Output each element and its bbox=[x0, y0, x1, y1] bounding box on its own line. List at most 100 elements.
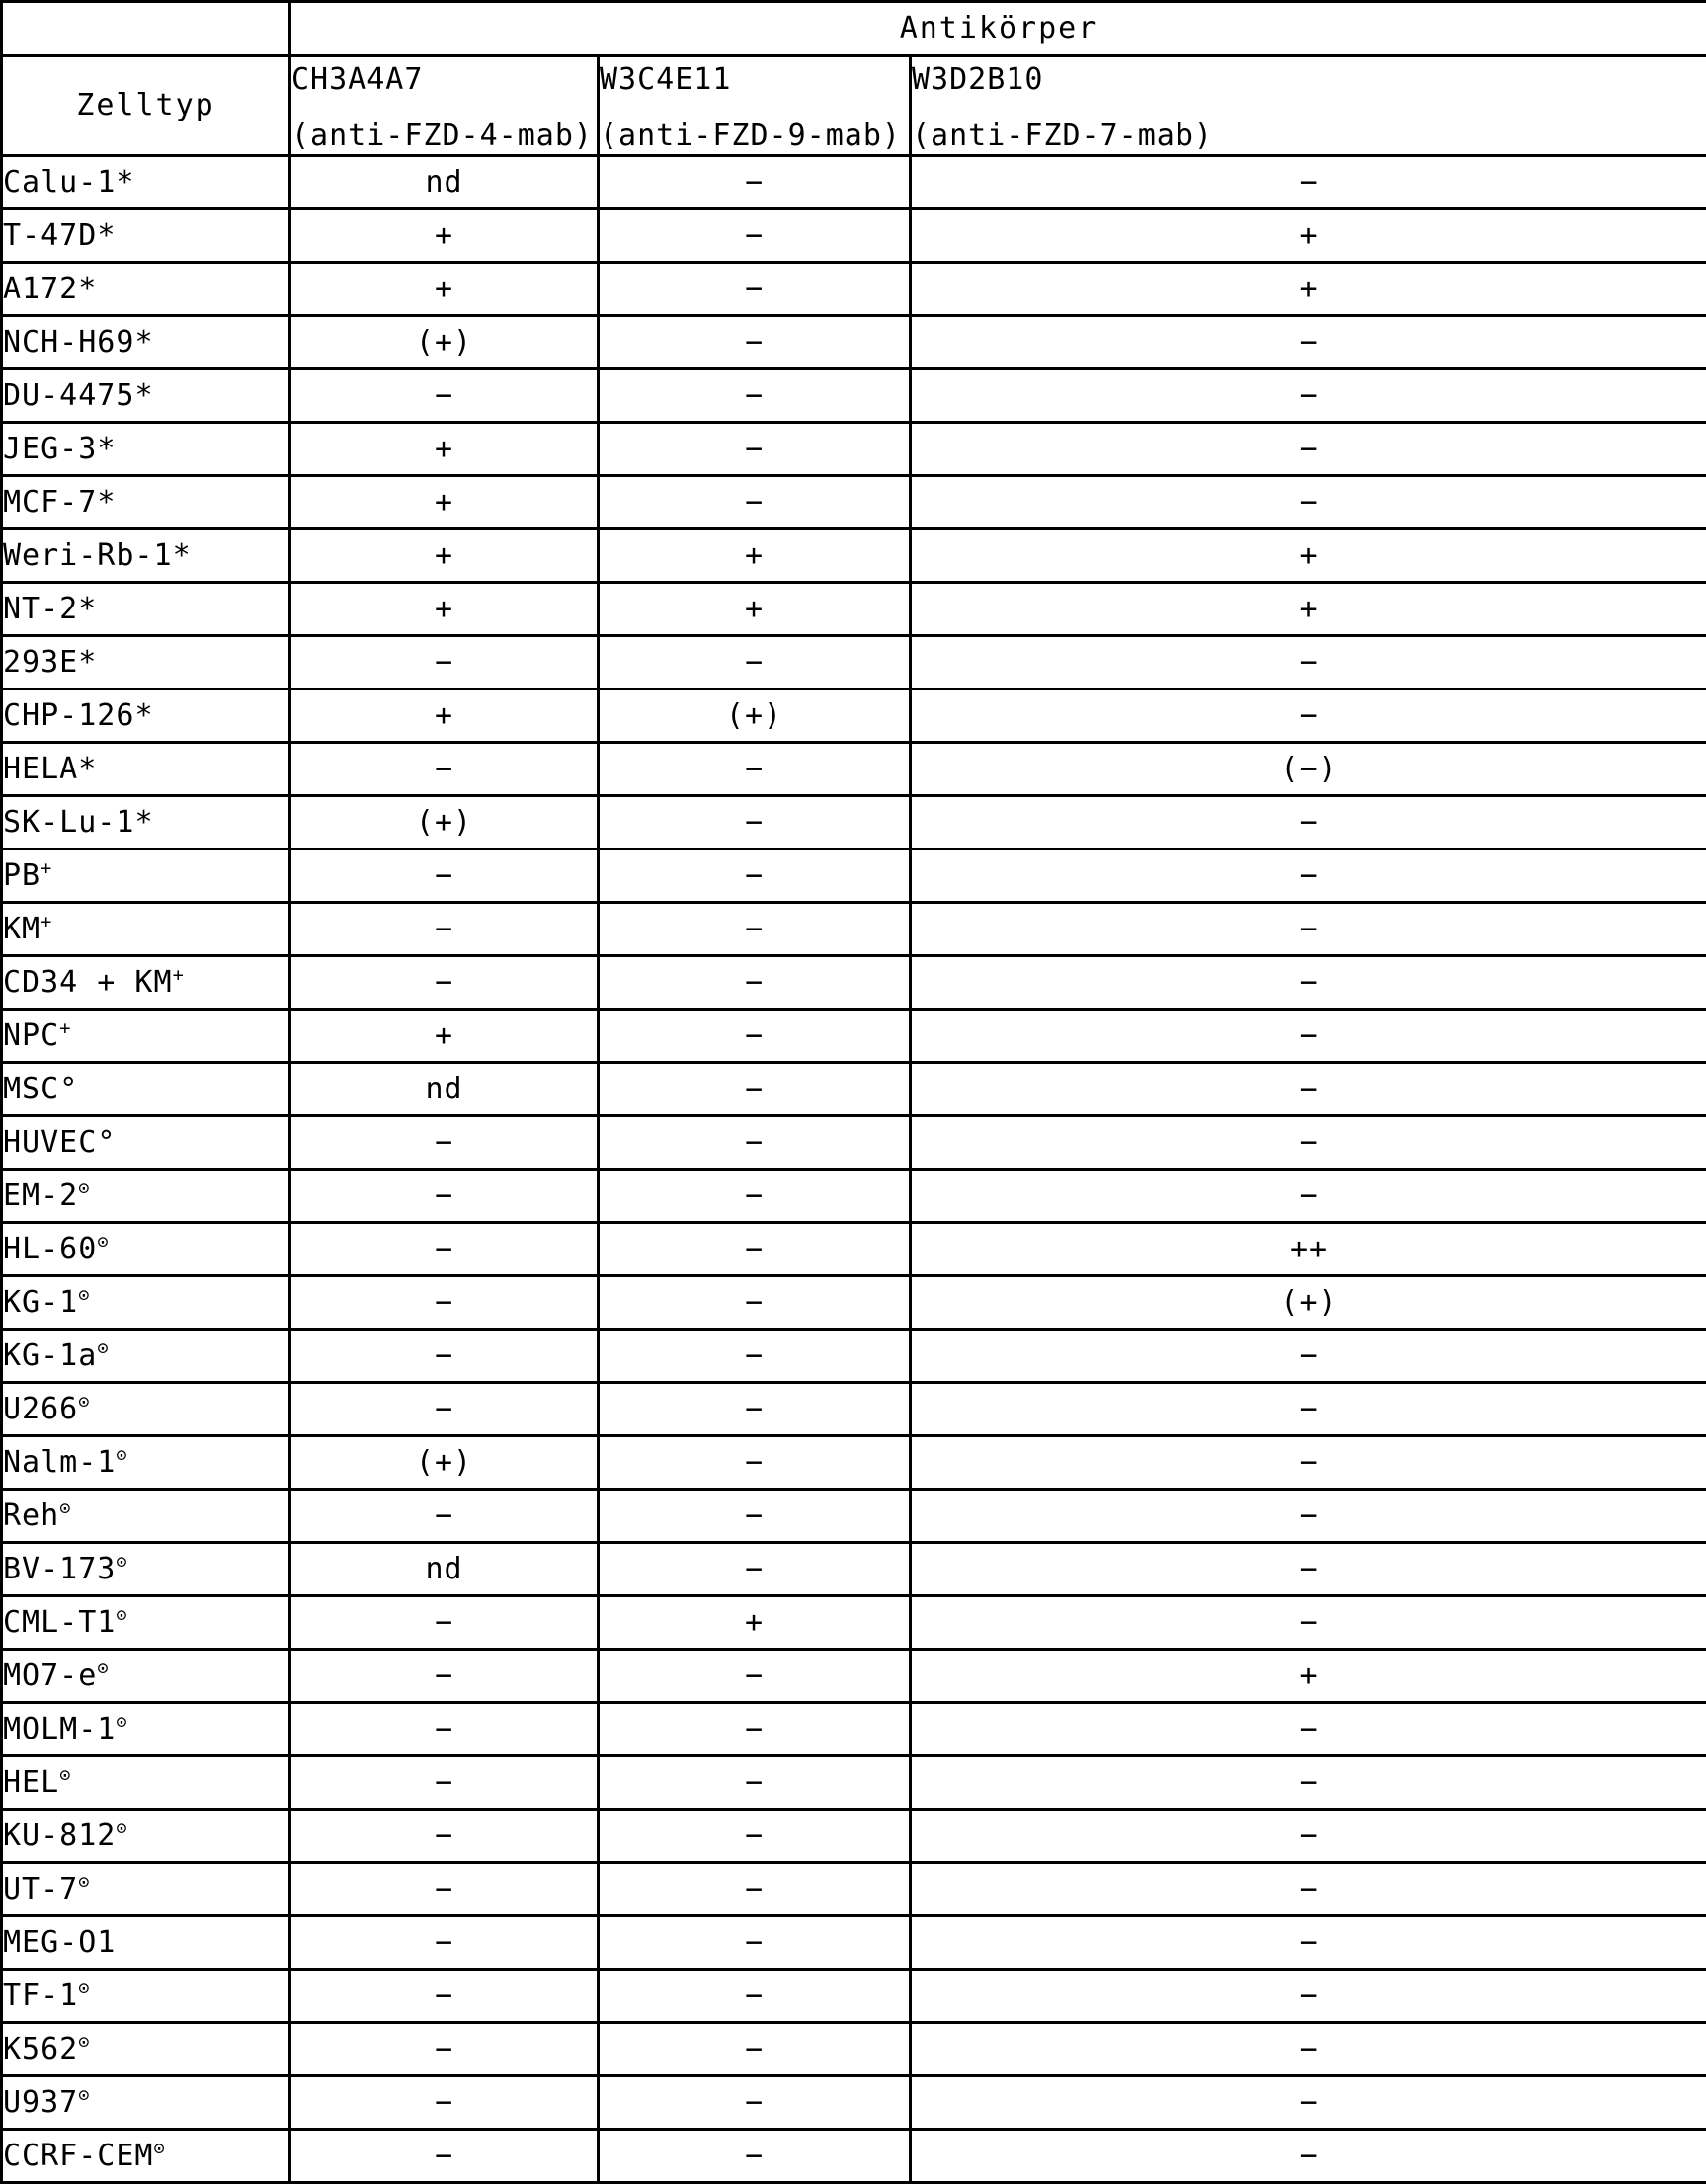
reactivity-cell: nd bbox=[290, 1063, 599, 1116]
table-row: CHP-126*+(+)− bbox=[2, 689, 1706, 743]
reactivity-cell: − bbox=[599, 1436, 911, 1490]
cell-type-label: T-47D bbox=[3, 218, 97, 253]
table-row: KM+−−− bbox=[2, 903, 1706, 956]
cell-type-label: MO7-e bbox=[3, 1658, 97, 1693]
reactivity-cell: (+) bbox=[911, 1276, 1706, 1330]
superscript-marker: ⊙ bbox=[78, 1979, 90, 1999]
superscript-marker: ⊙ bbox=[116, 1445, 127, 1466]
cell-type-label: EM-2 bbox=[3, 1178, 78, 1213]
table-row: MSC°nd−− bbox=[2, 1063, 1706, 1116]
reactivity-cell: − bbox=[911, 2023, 1706, 2076]
cell-type-label: CHP-126 bbox=[3, 698, 134, 733]
cell-type-label: MSC bbox=[3, 1072, 59, 1106]
reactivity-cell: − bbox=[290, 903, 599, 956]
table-row: BV-173⊙nd−− bbox=[2, 1543, 1706, 1596]
reactivity-cell: − bbox=[290, 1223, 599, 1276]
reactivity-cell: + bbox=[911, 263, 1706, 316]
cell-type-name: U937⊙ bbox=[2, 2076, 290, 2130]
reactivity-cell: − bbox=[911, 1543, 1706, 1596]
column-header-w3d2b10-code: W3D2B10 bbox=[912, 60, 1706, 96]
reactivity-cell: − bbox=[911, 1436, 1706, 1490]
cell-type-label: UT-7 bbox=[3, 1872, 78, 1906]
reactivity-cell: − bbox=[599, 316, 911, 369]
cell-type-label: CD34 + KM bbox=[3, 965, 173, 1000]
reactivity-cell: − bbox=[599, 1650, 911, 1703]
reactivity-cell: − bbox=[599, 423, 911, 476]
cell-type-label: MOLM-1 bbox=[3, 1712, 116, 1746]
reactivity-cell: − bbox=[911, 156, 1706, 209]
reactivity-cell: − bbox=[599, 1223, 911, 1276]
reactivity-cell: − bbox=[911, 1063, 1706, 1116]
reactivity-cell: − bbox=[911, 2076, 1706, 2130]
reactivity-cell: (+) bbox=[290, 316, 599, 369]
reactivity-cell: − bbox=[911, 1010, 1706, 1063]
table-row: U937⊙−−− bbox=[2, 2076, 1706, 2130]
column-header-row: Zelltyp CH3A4A7 (anti-FZD-4-mab) W3C4E11… bbox=[2, 56, 1706, 156]
asterisk-marker: * bbox=[78, 272, 97, 306]
cell-type-name: KU-812⊙ bbox=[2, 1810, 290, 1863]
superscript-marker: ⊙ bbox=[78, 1872, 90, 1893]
cell-type-label: KU-812 bbox=[3, 1819, 116, 1853]
reactivity-cell: − bbox=[911, 1490, 1706, 1543]
cell-type-name: HELA* bbox=[2, 743, 290, 796]
reactivity-cell: − bbox=[599, 369, 911, 423]
cell-type-name: BV-173⊙ bbox=[2, 1543, 290, 1596]
reactivity-cell: − bbox=[290, 2076, 599, 2130]
table-row: HELA*−−(−) bbox=[2, 743, 1706, 796]
table-row: KG-1a⊙−−− bbox=[2, 1330, 1706, 1383]
group-header-antikoerper: Antikörper bbox=[290, 2, 1706, 56]
reactivity-cell: − bbox=[911, 476, 1706, 529]
reactivity-cell: − bbox=[290, 1170, 599, 1223]
cell-type-label: SK-Lu-1 bbox=[3, 805, 134, 840]
superscript-marker: + bbox=[41, 858, 52, 879]
table-row: NT-2*+++ bbox=[2, 583, 1706, 636]
reactivity-cell: − bbox=[911, 1970, 1706, 2023]
reactivity-cell: − bbox=[290, 2130, 599, 2183]
table-head: Antikörper Zelltyp CH3A4A7 (anti-FZD-4-m… bbox=[2, 2, 1706, 156]
table-row: Weri-Rb-1*+++ bbox=[2, 529, 1706, 583]
superscript-marker: ⊙ bbox=[116, 1819, 127, 1839]
cell-type-name: NT-2* bbox=[2, 583, 290, 636]
table-row: HL-60⊙−−++ bbox=[2, 1223, 1706, 1276]
superscript-marker: ⊙ bbox=[116, 1712, 127, 1733]
cell-type-name: U266⊙ bbox=[2, 1383, 290, 1436]
cell-type-name: SK-Lu-1* bbox=[2, 796, 290, 849]
cell-type-name: NPC+ bbox=[2, 1010, 290, 1063]
cell-type-name: MOLM-1⊙ bbox=[2, 1703, 290, 1756]
superscript-marker: ⊙ bbox=[116, 1552, 127, 1573]
cell-type-name: TF-1⊙ bbox=[2, 1970, 290, 2023]
table-body: Calu-1*nd−−T-47D*+−+A172*+−+NCH-H69*(+)−… bbox=[2, 156, 1706, 2183]
cell-type-label: U266 bbox=[3, 1392, 78, 1426]
cell-type-label: HL-60 bbox=[3, 1232, 97, 1266]
reactivity-cell: − bbox=[599, 1916, 911, 1970]
table-row: MO7-e⊙−−+ bbox=[2, 1650, 1706, 1703]
cell-type-label: TF-1 bbox=[3, 1979, 78, 2013]
cell-type-name: MEG-O1 bbox=[2, 1916, 290, 1970]
reactivity-cell: − bbox=[599, 1756, 911, 1810]
table-row: K562⊙−−− bbox=[2, 2023, 1706, 2076]
cell-type-name: PB+ bbox=[2, 849, 290, 903]
table-row: Reh⊙−−− bbox=[2, 1490, 1706, 1543]
reactivity-cell: − bbox=[290, 1863, 599, 1916]
column-header-zelltyp: Zelltyp bbox=[2, 56, 290, 156]
reactivity-cell: − bbox=[599, 849, 911, 903]
cell-type-label: K562 bbox=[3, 2032, 78, 2066]
reactivity-cell: − bbox=[290, 1276, 599, 1330]
table-row: DU-4475*−−− bbox=[2, 369, 1706, 423]
cell-type-name: MCF-7* bbox=[2, 476, 290, 529]
reactivity-cell: − bbox=[599, 1116, 911, 1170]
table-row: PB+−−− bbox=[2, 849, 1706, 903]
reactivity-cell: − bbox=[911, 1810, 1706, 1863]
column-header-w3c4e11: W3C4E11 (anti-FZD-9-mab) bbox=[599, 56, 911, 156]
reactivity-cell: − bbox=[599, 1276, 911, 1330]
superscript-marker: ⊙ bbox=[154, 2139, 166, 2159]
reactivity-cell: − bbox=[599, 2076, 911, 2130]
superscript-marker: + bbox=[173, 965, 185, 986]
reactivity-cell: (+) bbox=[290, 796, 599, 849]
reactivity-cell: − bbox=[290, 369, 599, 423]
reactivity-cell: + bbox=[911, 583, 1706, 636]
reactivity-cell: − bbox=[290, 743, 599, 796]
asterisk-marker: * bbox=[97, 432, 116, 466]
reactivity-cell: + bbox=[599, 529, 911, 583]
cell-type-name: T-47D* bbox=[2, 209, 290, 263]
